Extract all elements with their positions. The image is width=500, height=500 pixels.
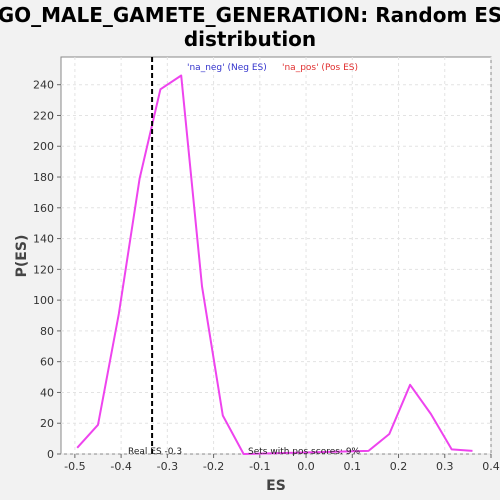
axis-ticks: -0.5 -0.4 -0.3 -0.2 -0.1 0.0 0.1 0.2 0.3 0.4 0 20 40… — [33, 79, 500, 473]
y-tick-label: 220 — [33, 109, 54, 122]
y-tick-label: 120 — [33, 263, 54, 276]
y-tick-label: 60 — [40, 356, 54, 369]
plot-area — [60, 56, 492, 455]
x-tick-label: 0.4 — [482, 460, 500, 473]
x-tick-label: -0.3 — [157, 460, 178, 473]
series — [76, 74, 473, 455]
x-tick-label: 0.0 — [297, 460, 315, 473]
x-tick-label: -0.5 — [64, 460, 85, 473]
y-tick-label: 200 — [33, 140, 54, 153]
legend-entry-neg: 'na_neg' (Neg ES) — [187, 63, 267, 73]
pos-scores-label: Sets with pos scores: 9% — [248, 447, 361, 457]
series-line — [76, 74, 473, 455]
y-tick-label: 240 — [33, 79, 54, 92]
y-tick-label: 40 — [40, 386, 54, 399]
x-tick-label: -0.4 — [110, 460, 131, 473]
x-tick-label: 0.3 — [436, 460, 454, 473]
x-tick-label: -0.1 — [249, 460, 270, 473]
y-tick-label: 140 — [33, 233, 54, 246]
x-axis-label: ES — [266, 478, 286, 494]
grid — [61, 57, 492, 455]
real-es-label: Real ES -0.3 — [128, 447, 182, 457]
chart-title-line2: distribution — [184, 27, 316, 51]
y-tick-label: 20 — [40, 417, 54, 430]
chart-title-line1: GO_MALE_GAMETE_GENERATION: Random ES — [0, 3, 500, 27]
y-tick-label: 100 — [33, 294, 54, 307]
x-tick-label: 0.2 — [390, 460, 408, 473]
y-tick-label: 80 — [40, 325, 54, 338]
y-tick-label: 180 — [33, 171, 54, 184]
y-tick-label: 0 — [47, 448, 54, 461]
y-axis-label: P(ES) — [14, 235, 30, 278]
legend-entry-pos: 'na_pos' (Pos ES) — [282, 63, 358, 73]
x-tick-label: -0.2 — [203, 460, 224, 473]
x-tick-label: 0.1 — [344, 460, 362, 473]
y-tick-label: 160 — [33, 202, 54, 215]
